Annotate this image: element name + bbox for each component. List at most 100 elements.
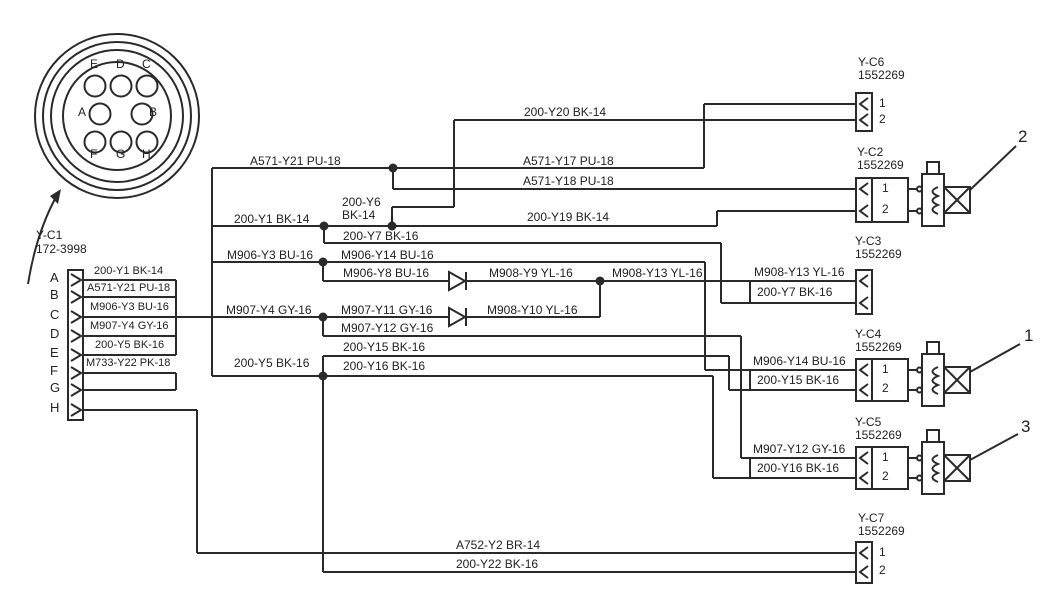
diode-2 (448, 306, 468, 328)
wire-label-m908-y9: M908-Y9 YL-16 (489, 266, 573, 280)
wire-label-m907-y12: M907-Y12 GY-16 (341, 321, 434, 335)
wire-label-200-y1: 200-Y1 BK-14 (234, 212, 310, 226)
yc7-pin2: 2 (879, 563, 886, 577)
stack-label-2: A571-Y21 PU-18 (87, 282, 171, 294)
circle-pin-f: F (90, 147, 98, 161)
yc6-name: Y-C6 (858, 55, 885, 69)
yc1-pointer-arc (27, 196, 57, 285)
wire-label-200-y16-b: 200-Y16 BK-16 (757, 461, 840, 475)
yc2-connector (855, 177, 909, 223)
yc1-part: 172-3998 (36, 242, 87, 256)
circle-pin-b: B (149, 105, 158, 119)
circle-pin-a: A (78, 105, 87, 119)
yc7-connector (855, 541, 873, 584)
diode-1 (448, 270, 468, 292)
yc4-part: 1552269 (855, 340, 902, 354)
wire-label-a752-y2: A752-Y2 BR-14 (456, 538, 541, 552)
wire-label-200-y6-line1: 200-Y6 (342, 195, 381, 209)
yc2-solenoid (908, 145, 1017, 227)
yc2-name: Y-C2 (857, 145, 884, 159)
block-pin-h: H (50, 400, 60, 415)
wire-label-200-y7-b: 200-Y7 BK-16 (757, 285, 833, 299)
stack-label-5: 200-Y5 BK-16 (95, 339, 165, 351)
yc7-part: 1552269 (858, 524, 905, 538)
yc5-pin2: 2 (882, 469, 889, 483)
callout-2-leader (969, 145, 1017, 191)
wire-runs (83, 103, 856, 573)
yc5-solenoid (908, 429, 1019, 495)
callout-1-leader (969, 343, 1021, 373)
yc5-part: 1552269 (855, 428, 902, 442)
yc6-pin2: 2 (879, 112, 886, 126)
wire-label-200-y7: 200-Y7 BK-16 (343, 229, 419, 243)
yc3-name: Y-C3 (855, 234, 882, 248)
stack-label-4: M907-Y4 GY-16 (90, 320, 169, 332)
wire-label-m906-y3: M906-Y3 BU-16 (227, 248, 314, 262)
wire-label-m907-y12-b: M907-Y12 GY-16 (753, 442, 846, 456)
wire-label-a571-y18: A571-Y18 PU-18 (523, 174, 614, 188)
wire-label-200-y20: 200-Y20 BK-14 (524, 105, 607, 119)
yc1-pointer-arrowhead (50, 189, 61, 204)
yc3-connector (855, 269, 873, 315)
circle-pin-c: C (142, 57, 151, 71)
block-pin-a: A (50, 270, 59, 285)
circle-pin-e: E (90, 57, 99, 71)
yc6-pin1: 1 (879, 96, 886, 110)
yc6-part: 1552269 (858, 68, 905, 82)
yc3-part: 1552269 (855, 247, 902, 261)
yc4-name: Y-C4 (855, 327, 882, 341)
wire-label-200-y19: 200-Y19 BK-14 (527, 210, 610, 224)
wire-label-m908-y13-b: M908-Y13 YL-16 (754, 265, 845, 279)
yc1-circular-connector (27, 33, 200, 285)
callout-3-leader (969, 433, 1019, 461)
yc2-pin1: 1 (882, 181, 889, 195)
wire-label-m906-y14-b: M906-Y14 BU-16 (753, 354, 846, 368)
block-pin-d: D (50, 326, 60, 341)
junction-dots (318, 163, 605, 381)
block-pin-f: F (50, 363, 58, 378)
block-pin-b: B (50, 287, 59, 302)
wire-label-a571-y21: A571-Y21 PU-18 (250, 154, 341, 168)
yc4-pin2: 2 (882, 381, 889, 395)
wire-label-200-y16: 200-Y16 BK-16 (343, 359, 426, 373)
yc6-connector (855, 92, 873, 132)
yc2-part: 1552269 (857, 158, 904, 172)
yc5-name: Y-C5 (855, 415, 882, 429)
stack-label-1: 200-Y1 BK-14 (94, 265, 164, 277)
yc4-connector (855, 358, 909, 402)
wire-label-200-y15-b: 200-Y15 BK-16 (757, 373, 840, 387)
wire-label-200-y15: 200-Y15 BK-16 (343, 340, 426, 354)
wire-label-m907-y4: M907-Y4 GY-16 (226, 303, 312, 317)
wire-label-200-y5: 200-Y5 BK-16 (234, 356, 310, 370)
block-pin-e: E (50, 345, 59, 360)
wire-label-m908-y10: M908-Y10 YL-16 (487, 303, 578, 317)
wire-label-m906-y14: M906-Y14 BU-16 (341, 248, 434, 262)
wire-label-a571-y17: A571-Y17 PU-18 (523, 154, 614, 168)
block-pin-c: C (50, 307, 60, 322)
circle-pin-d: D (116, 57, 125, 71)
circle-pin-h: H (142, 147, 151, 161)
wire-label-m908-y13: M908-Y13 YL-16 (612, 266, 703, 280)
stack-label-6: M733-Y22 PK-18 (86, 357, 171, 369)
yc7-name: Y-C7 (858, 511, 885, 525)
yc5-pin1: 1 (882, 450, 889, 464)
yc5-connector (855, 446, 909, 490)
stack-label-3: M906-Y3 BU-16 (90, 301, 169, 313)
yc1-name: Y-C1 (36, 228, 63, 242)
wire-label-200-y22: 200-Y22 BK-16 (456, 557, 539, 571)
callout-2: 2 (1018, 127, 1028, 146)
callout-1: 1 (1024, 326, 1034, 345)
wire-label-m907-y11: M907-Y11 GY-16 (341, 303, 433, 317)
callout-3: 3 (1021, 417, 1031, 436)
yc4-solenoid (908, 341, 1021, 407)
yc2-pin2: 2 (882, 202, 889, 216)
yc1-pin-block (67, 269, 177, 421)
block-pin-g: G (50, 380, 61, 395)
yc7-pin1: 1 (879, 545, 886, 559)
wire-label-m906-y8: M906-Y8 BU-16 (343, 266, 430, 280)
wire-label-200-y6-line2: BK-14 (342, 208, 376, 222)
yc4-pin1: 1 (882, 362, 889, 376)
circle-pin-g: G (116, 147, 126, 161)
